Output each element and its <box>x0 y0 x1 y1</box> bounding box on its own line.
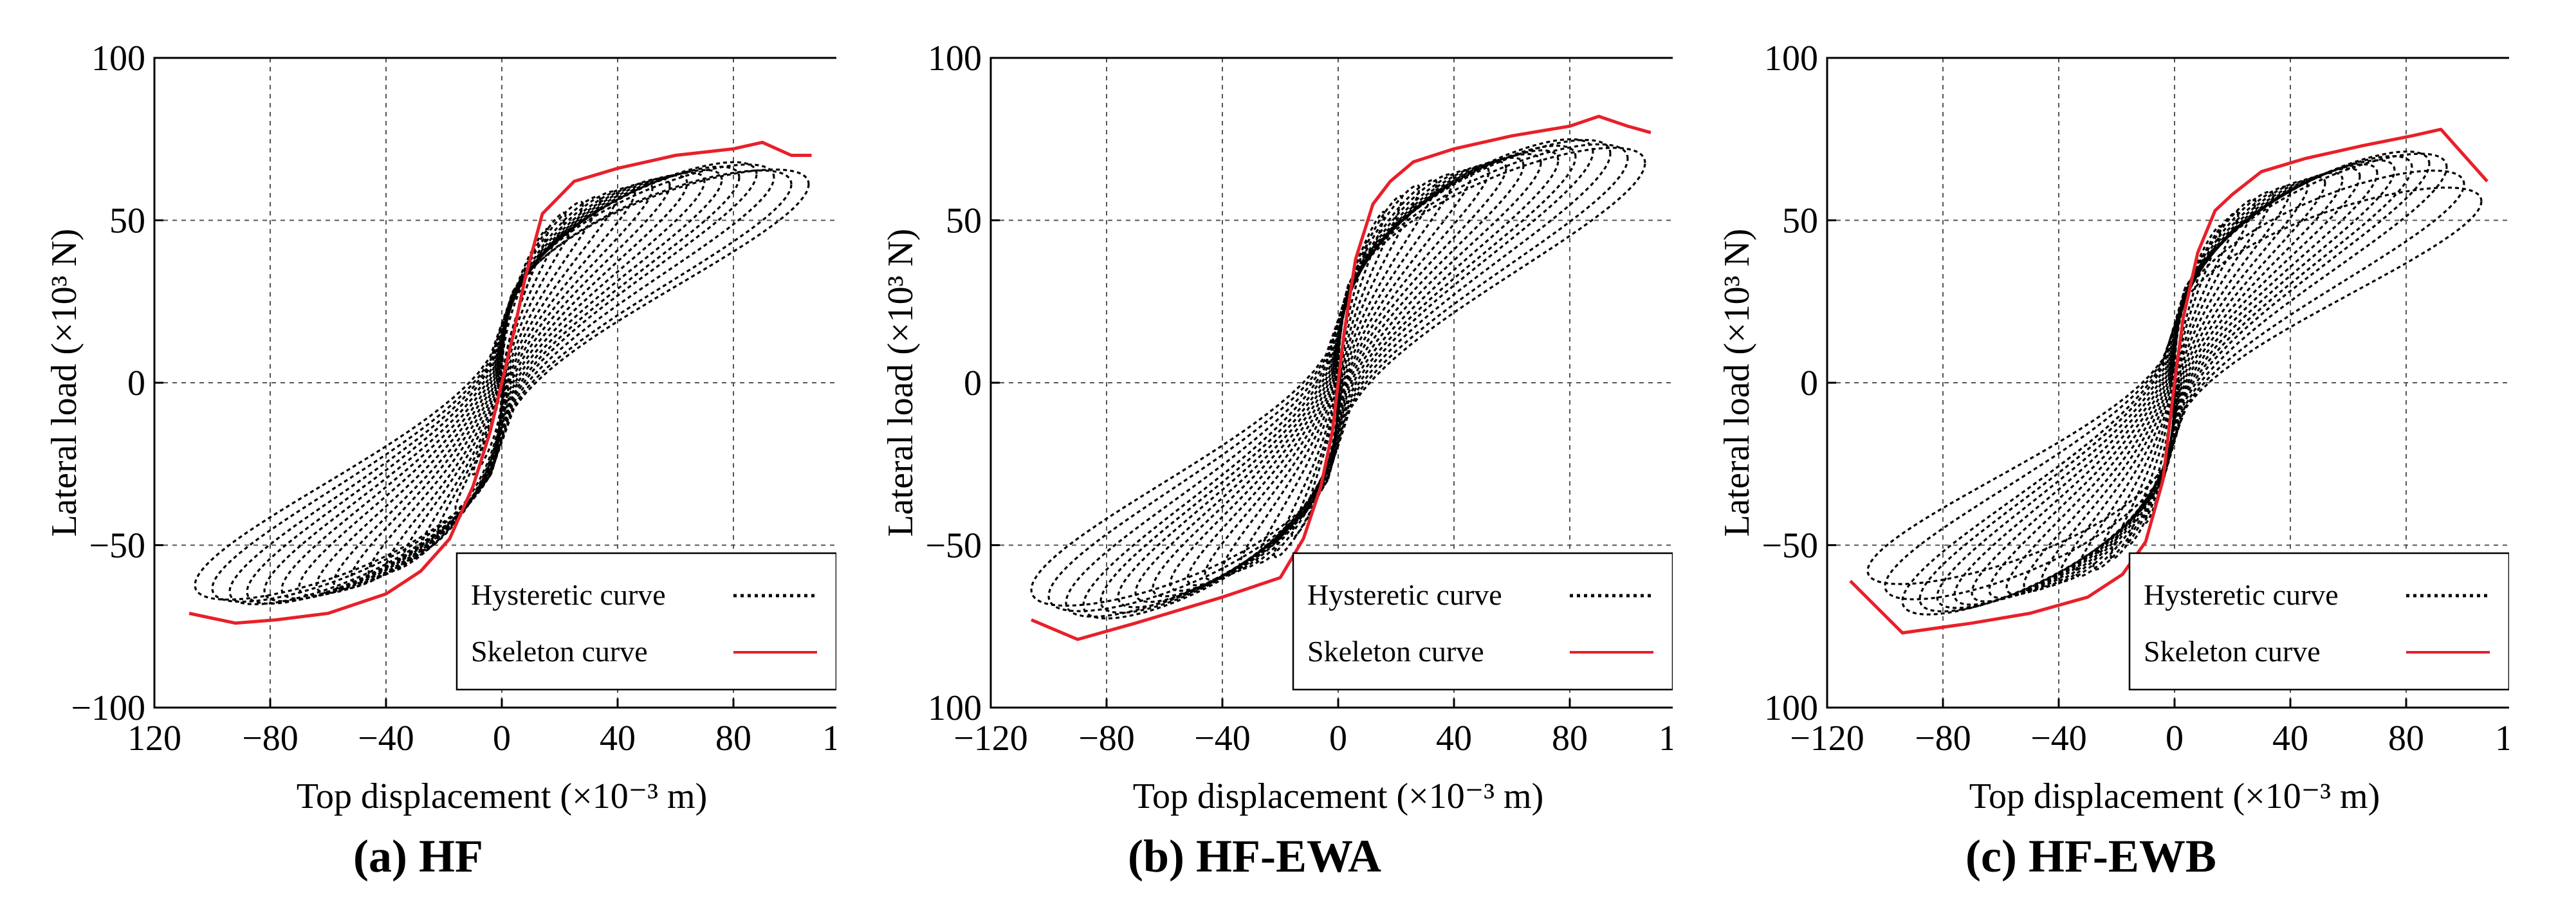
y-tick-label: 100 <box>91 39 145 78</box>
x-tick-label: 0 <box>1329 719 1347 758</box>
hysteretic-loop <box>194 168 810 601</box>
hysteretic-loop <box>315 174 688 594</box>
hysteretic-loop <box>419 201 584 551</box>
hysteretic-loop <box>350 181 654 585</box>
y-tick-label: 50 <box>109 201 145 241</box>
x-tick-label: −120 <box>1790 719 1864 758</box>
x-tick-label: −80 <box>242 719 299 758</box>
skeleton-curve <box>1031 114 1651 641</box>
hysteretic-loop <box>2075 190 2274 578</box>
y-tick-label: 100 <box>928 39 982 78</box>
y-tick-label: 0 <box>964 363 982 403</box>
hysteretic-loop <box>1291 210 1386 539</box>
x-tick-label: −40 <box>2030 719 2087 758</box>
chart-panel-hf-ewa: −120 −80 −40 0 40 80 120 100 −50 0 50 100 Top displ… <box>836 0 1673 916</box>
hysteretic-loop <box>1186 165 1490 587</box>
hysteretic-loop <box>1152 156 1525 598</box>
y-tick-label: −100 <box>71 688 145 728</box>
x-tick-label: −80 <box>1915 719 1971 758</box>
hysteretic-loop <box>2005 172 2344 596</box>
chart-caption: (a) HF <box>353 830 483 882</box>
hysteretic-loop <box>2092 198 2257 571</box>
x-tick-label: −40 <box>1194 719 1251 758</box>
hysteretic-loop <box>472 271 532 476</box>
y-tick-label: 50 <box>946 201 982 241</box>
hysteretic-loop <box>1273 195 1403 558</box>
y-tick-label: 0 <box>127 363 145 403</box>
y-axis-label: Lateral load (×10³ N) <box>1717 228 1757 536</box>
chart-panel-hf-ewb: −120 −80 −40 0 40 80 120 100 −50 0 50 100 Top displ… <box>1673 0 2509 916</box>
chart-caption: (c) HF-EWB <box>1965 830 2216 882</box>
legend-label-hysteretic: Hysteretic curve <box>471 578 666 611</box>
x-tick-label: 80 <box>715 719 751 758</box>
hysteretic-loop <box>211 169 793 603</box>
hysteretic-loop <box>2110 210 2240 560</box>
hysteretic-loop <box>1030 147 1646 607</box>
x-tick-label: −120 <box>953 719 1028 758</box>
y-tick-label: −50 <box>89 526 145 566</box>
skeleton-curve <box>189 140 812 625</box>
x-tick-label: −40 <box>358 719 414 758</box>
hysteretic-loop <box>1099 144 1577 614</box>
y-axis-label: Lateral load (×10³ N) <box>44 228 84 536</box>
hysteretic-loop <box>2023 176 2326 592</box>
x-tick-label: 120 <box>2495 719 2509 758</box>
hysteretic-loop <box>367 186 636 578</box>
hysteretic-loop <box>1918 150 2431 613</box>
legend: Hysteretic curve Skeleton curve <box>1292 552 1673 691</box>
legend-box <box>2128 552 2509 691</box>
x-axis-label: Top displacement (×10⁻³ m) <box>1133 776 1544 816</box>
legend-box <box>1292 552 1673 691</box>
chart-caption: (b) HF-EWA <box>1128 830 1381 882</box>
legend-box <box>455 552 836 691</box>
x-tick-label: −80 <box>1078 719 1135 758</box>
y-tick-label: 100 <box>1764 688 1818 728</box>
chart-hf-ewa: −120 −80 −40 0 40 80 120 100 −50 0 50 100 Top displ… <box>881 39 1673 816</box>
chart-hf-ewb: −120 −80 −40 0 40 80 120 100 −50 0 50 100 Top displ… <box>1717 39 2509 816</box>
y-tick-label: 100 <box>1764 39 1818 78</box>
x-tick-label: 40 <box>2272 719 2308 758</box>
hysteretic-loop <box>454 228 549 511</box>
hysteretic-loop <box>1204 169 1473 582</box>
x-tick-label: 0 <box>493 719 511 758</box>
hysteretic-loop <box>1901 152 2448 616</box>
hysteretic-loop <box>263 165 741 603</box>
y-tick-label: −50 <box>925 526 982 566</box>
x-tick-label: 120 <box>822 719 836 758</box>
hysteretic-loop <box>1082 138 1594 620</box>
x-tick-label: 120 <box>127 719 181 758</box>
hysteretic-loop <box>2057 185 2292 583</box>
x-tick-label: 40 <box>600 719 636 758</box>
x-tick-label: 80 <box>2388 719 2424 758</box>
x-tick-label: 80 <box>1552 719 1588 758</box>
y-axis-label: Lateral load (×10³ N) <box>881 228 921 536</box>
legend-label-hysteretic: Hysteretic curve <box>2144 578 2339 611</box>
legend-label-skeleton: Skeleton curve <box>1307 635 1484 668</box>
legend-label-skeleton: Skeleton curve <box>471 635 648 668</box>
hysteretic-loop <box>1047 143 1629 612</box>
legend-label-skeleton: Skeleton curve <box>2144 635 2321 668</box>
x-tick-label: 40 <box>1436 719 1472 758</box>
hysteretic-loop <box>2144 255 2205 524</box>
x-tick-label: 120 <box>1659 719 1673 758</box>
y-tick-label: 100 <box>928 688 982 728</box>
y-tick-label: 50 <box>1782 201 1818 241</box>
x-axis-label: Top displacement (×10⁻³ m) <box>297 776 708 816</box>
hysteretic-loop <box>2127 224 2222 546</box>
legend: Hysteretic curve Skeleton curve <box>455 552 836 691</box>
legend: Hysteretic curve Skeleton curve <box>2128 552 2509 691</box>
legend-label-hysteretic: Hysteretic curve <box>1307 578 1502 611</box>
hysteretic-loop <box>1221 173 1455 576</box>
hysteretic-loop <box>1065 138 1612 618</box>
y-tick-label: −50 <box>1762 526 1818 566</box>
x-axis-label: Top displacement (×10⁻³ m) <box>1969 776 2380 816</box>
x-tick-label: 0 <box>2166 719 2184 758</box>
skeleton-curve <box>1849 127 2489 635</box>
hysteretic-loop <box>246 161 758 605</box>
y-tick-label: 0 <box>1800 363 1818 403</box>
